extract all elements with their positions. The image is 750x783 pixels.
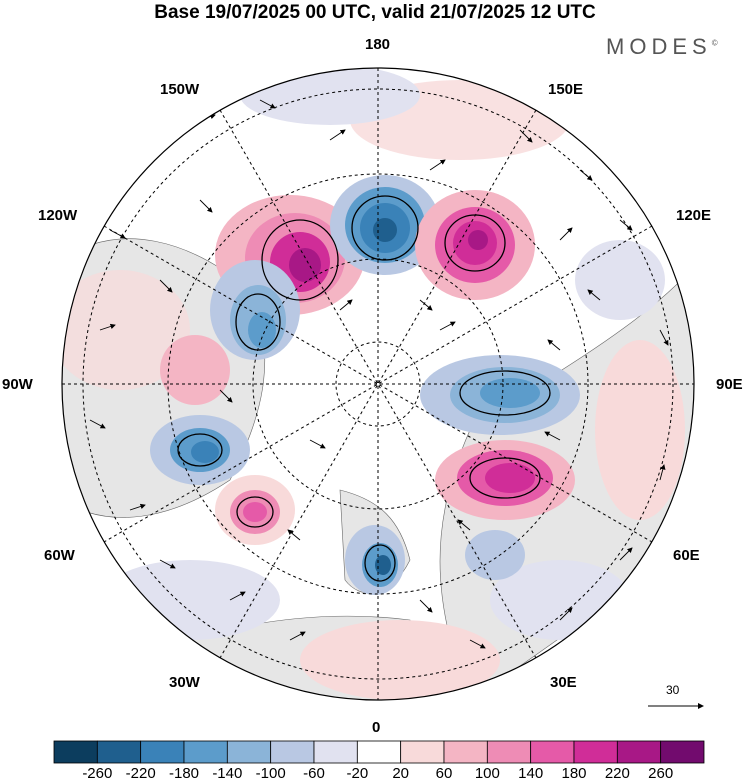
colorbar-swatch — [356, 740, 402, 764]
lon-label-30e: 30E — [550, 674, 577, 691]
lon-label-30w: 30W — [169, 674, 200, 691]
wind-vectors — [89, 99, 669, 649]
colorbar-tick-label: -60 — [303, 765, 325, 782]
colorbar-swatch — [573, 740, 618, 764]
lon-label-120e: 120E — [676, 207, 712, 224]
colorbar-tick-label: 220 — [604, 765, 630, 782]
colorbar-swatch — [53, 740, 98, 764]
colorbar-tick-label: 20 — [392, 765, 409, 782]
colorbar-tick-label: 60 — [435, 765, 453, 782]
map-border — [61, 67, 695, 701]
colorbar-swatch — [226, 740, 272, 764]
copyright-mark: © — [711, 38, 718, 48]
contours — [177, 195, 551, 582]
colorbar-swatch — [400, 740, 445, 764]
lon-label-150w: 150W — [160, 81, 200, 98]
lon-label-0: 0 — [372, 719, 381, 736]
lon-label-150e: 150E — [548, 81, 584, 98]
colorbar-swatch — [486, 740, 532, 764]
lon-label-60w: 60W — [44, 547, 75, 564]
colorbar — [53, 740, 705, 764]
lon-label-180: 180 — [365, 36, 391, 53]
brand-text: MODES — [606, 34, 712, 59]
lon-label-90e: 90E — [716, 376, 743, 393]
colorbar-swatch — [443, 740, 488, 764]
colorbar-tick-label: 180 — [561, 765, 587, 782]
colorbar-tick-label: -20 — [346, 765, 369, 782]
lon-label-120w: 120W — [38, 207, 78, 224]
colorbar-tick-label: -140 — [212, 765, 243, 782]
colorbar-tick-label: 100 — [474, 765, 500, 782]
lon-label-90w: 90W — [2, 376, 33, 393]
colorbar-swatch — [313, 740, 358, 764]
colorbar-tick-label: -100 — [255, 765, 286, 782]
colorbar-tick-label: -260 — [82, 765, 113, 782]
colorbar-swatch — [270, 740, 315, 764]
colorbar-swatch — [660, 740, 705, 764]
colorbar-tick-label: 140 — [518, 765, 544, 782]
lon-label-60e: 60E — [673, 547, 700, 564]
modes-logo: MODES© — [606, 34, 718, 60]
colorbar-tick-label: -220 — [125, 765, 156, 782]
colorbar-swatch — [616, 740, 662, 764]
colorbar-swatch — [140, 740, 185, 764]
reference-vector-value: 30 — [666, 683, 680, 697]
colorbar-swatch — [530, 740, 575, 764]
colorbar-tick-label: 260 — [648, 765, 674, 782]
colorbar-swatch — [96, 740, 142, 764]
colorbar-swatch — [183, 740, 228, 764]
map-title: Base 19/07/2025 00 UTC, valid 21/07/2025… — [154, 2, 596, 23]
colorbar-tick-label: -180 — [168, 765, 200, 782]
